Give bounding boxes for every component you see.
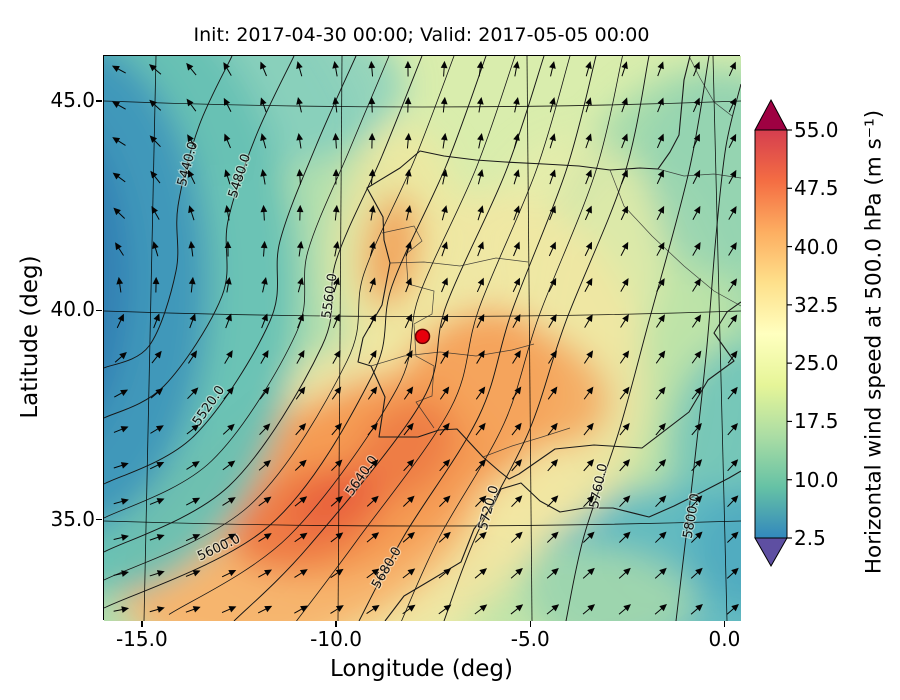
x-tick-label: -5.0 [510,627,550,651]
x-tick-label: -10.0 [310,627,362,651]
y-tick-mark [96,309,102,312]
wind-arrows-layer [111,60,739,615]
colorbar-tick-label: 55.0 [794,118,839,142]
x-tick-label: 0.0 [708,627,741,651]
y-tick-label: 40.0 [50,297,95,322]
x-axis-label: Longitude (deg) [329,656,513,682]
map-svg: 5440.0 5480.05520.05560.05600.05640.05680… [104,56,741,621]
plot-title: Init: 2017-04-30 00:00; Valid: 2017-05-0… [193,24,650,46]
colorbar-tick-label: 47.5 [794,176,839,201]
x-tick-mark [529,621,531,627]
map-plot-area: 5440.0 5480.0 5520.0 5560.0 5600.0 5640.0 5680… [103,55,741,621]
colorbar-label: Horizontal wind speed at 500.0 hPa (m s⁻… [861,109,887,575]
y-axis-label: Latitude (deg) [17,255,43,419]
location-marker [414,328,431,345]
colorbar-svg [754,98,792,568]
x-tick-label: -15.0 [115,627,168,651]
contour-lines-layer [104,56,741,621]
colorbar-tick-label: 25.0 [794,351,839,376]
colorbar-tick-label: 2.5 [794,526,826,550]
colorbar-tick-label: 40.0 [794,234,839,259]
y-tick-mark [96,518,102,521]
colorbar [753,98,793,570]
graticule-layer [104,56,741,621]
colorbar-tick-label: 17.5 [794,409,839,434]
y-tick-label: 45.0 [50,88,95,113]
x-tick-mark [335,621,337,627]
y-tick-label: 35.0 [50,506,95,531]
y-tick-mark [96,100,102,102]
x-tick-mark [723,621,726,627]
colorbar-tick-label: 10.0 [794,467,839,492]
colorbar-tick-label: 32.5 [794,292,839,317]
x-tick-mark [141,621,143,627]
